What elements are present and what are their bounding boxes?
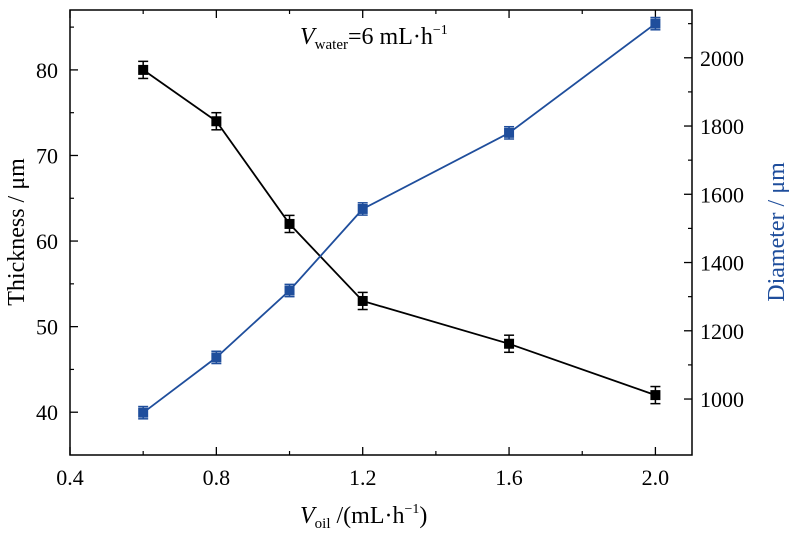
thickness-data-point [211,116,222,127]
right-y-tick-label: 1800 [700,114,744,139]
annotation-label: Vwater=6 mL·h−1 [300,23,448,53]
x-tick-label: 2.0 [642,465,670,490]
right-y-axis: 1000 1200 1400 1600 1800 2000 [684,23,744,412]
right-y-tick-label: 2000 [700,46,744,71]
x-axis-label: Voil /(mL·h−1) [300,502,427,532]
diameter-data-point [138,407,149,418]
thickness-series-line [142,69,656,396]
series-layer [138,16,661,420]
thickness-data-point [284,218,295,229]
thickness-data-point [357,295,368,306]
left-y-tick-label: 50 [36,315,58,340]
diameter-data-point [504,127,515,138]
right-y-tick-label: 1600 [700,182,744,207]
diameter-data-point [211,352,222,363]
left-y-tick-label: 80 [36,58,58,83]
x-tick-label: 0.8 [203,465,231,490]
right-y-axis-label: Diameter / μm [764,162,790,302]
x-tick-label: 1.6 [495,465,523,490]
left-y-tick-label: 60 [36,229,58,254]
diameter-series-line [142,22,656,414]
x-tick-label: 1.2 [349,465,377,490]
thickness-data-point [650,390,661,401]
diameter-data-point [357,203,368,214]
right-y-tick-label: 1200 [700,319,744,344]
left-y-axis-label: Thickness / μm [4,158,30,306]
diameter-data-point [284,285,295,296]
x-tick-label: 0.4 [56,465,84,490]
left-y-tick-label: 70 [36,143,58,168]
x-axis: 0.4 0.8 1.2 1.6 2.0 [56,10,669,490]
left-y-axis: 40 50 60 70 80 [36,26,78,425]
left-y-tick-label: 40 [36,400,58,425]
plot-frame [69,9,693,456]
thickness-data-point [504,338,515,349]
right-y-tick-label: 1400 [700,251,744,276]
thickness-data-point [138,64,149,75]
right-y-tick-label: 1000 [700,387,744,412]
diameter-data-point [650,18,661,29]
